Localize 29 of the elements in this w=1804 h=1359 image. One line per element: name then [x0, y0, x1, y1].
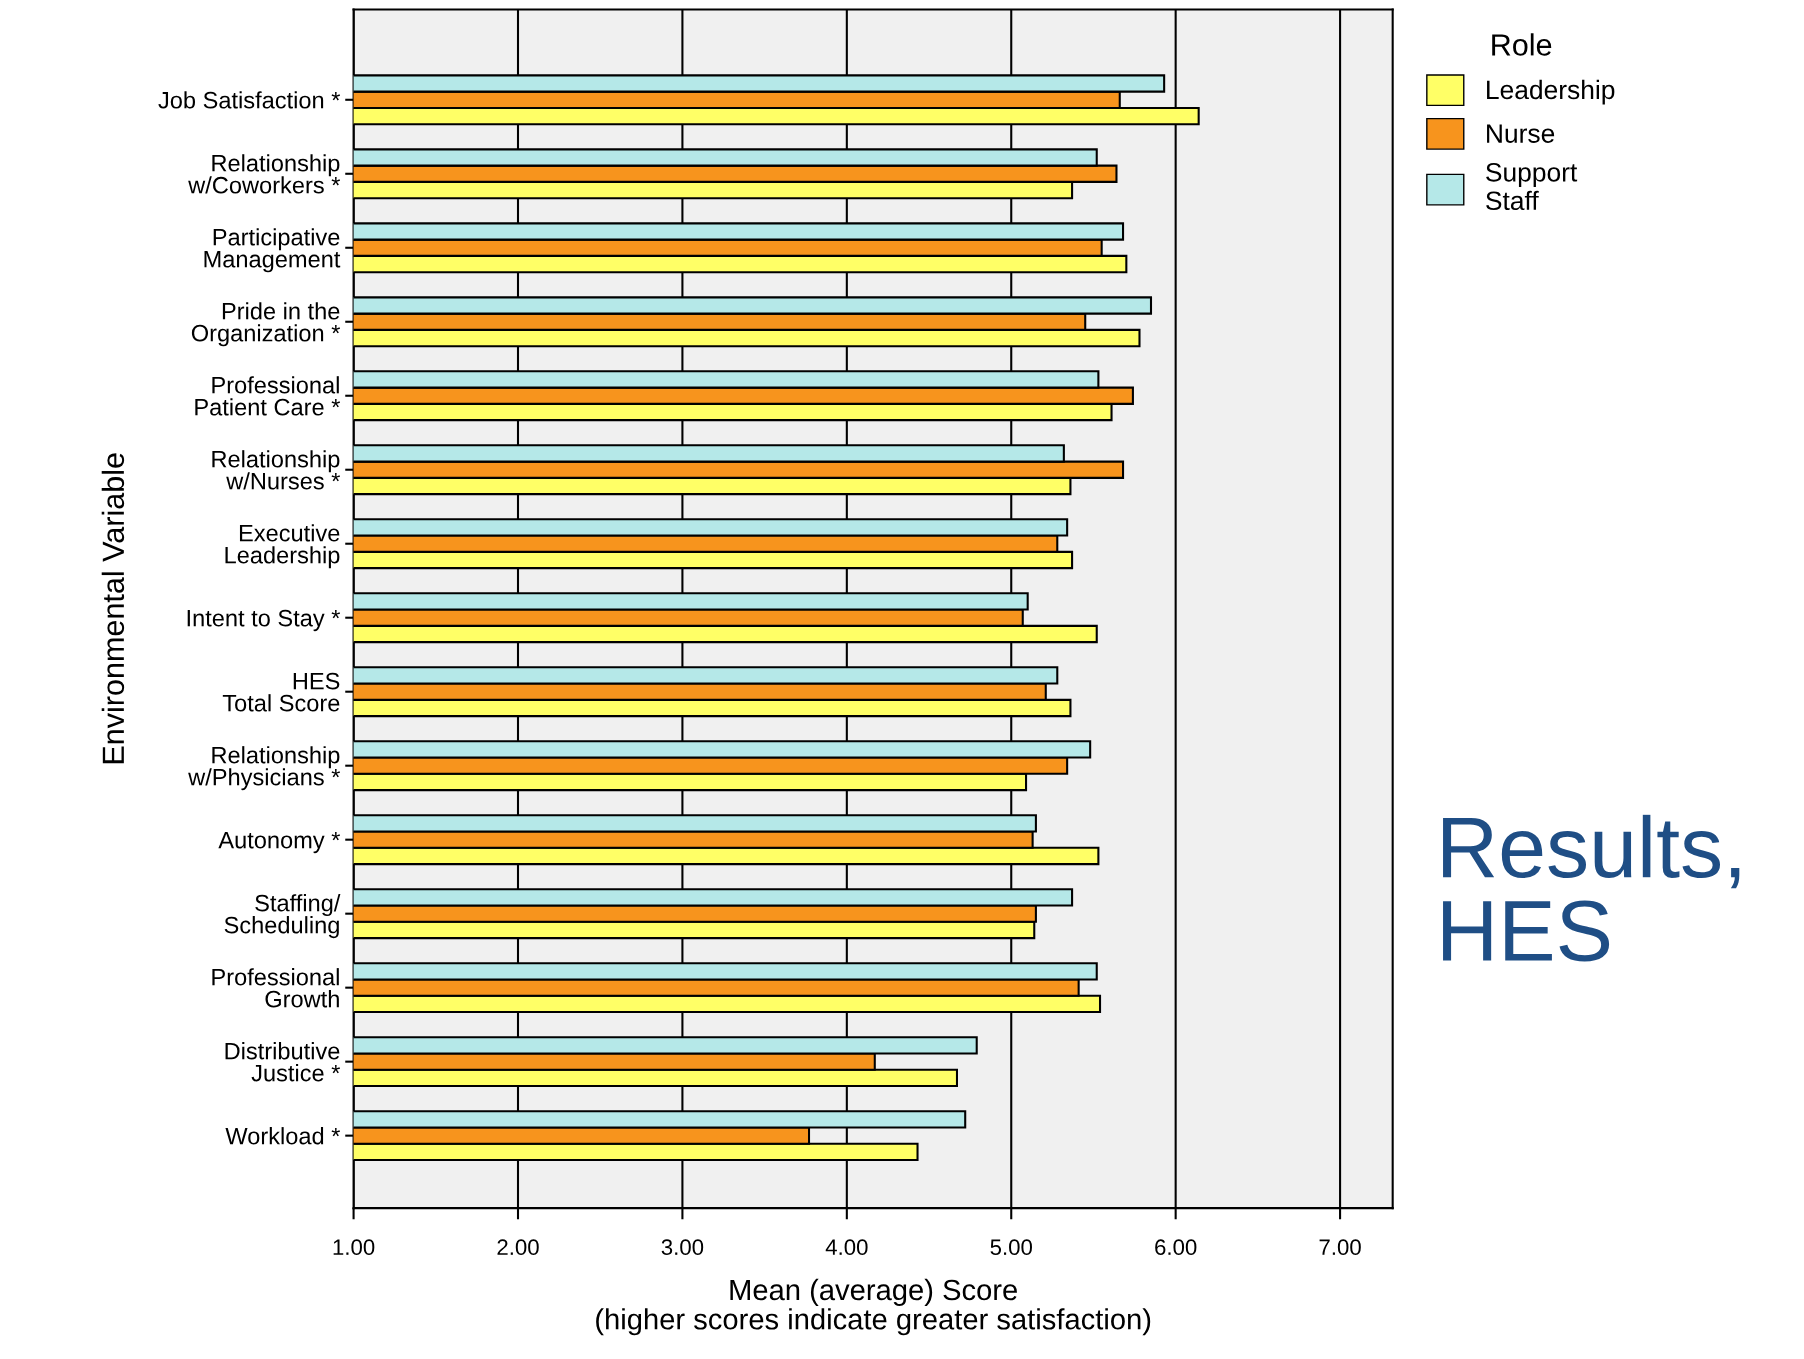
x-tick-label: 2.00	[497, 1239, 539, 1256]
y-axis-title: Environmental Variable	[101, 453, 125, 764]
y-tick-label: Relationship w/Nurses *	[212, 450, 341, 490]
y-tick-label: Relationship w/Physicians *	[188, 746, 341, 791]
y-tick-label: Autonomy *	[218, 831, 341, 854]
y-tick-label: Pride in the Organization *	[191, 302, 341, 347]
x-tick-label: 3.00	[661, 1239, 704, 1256]
y-tick-label: Relationship w/Coworkers *	[188, 154, 341, 194]
x-axis-title: Mean (average) Score (higher scores indicate greater satisfaction)	[596, 1278, 1151, 1336]
x-tick-label: 7.00	[1319, 1239, 1361, 1256]
legend-label: Leadership	[1487, 79, 1615, 105]
y-tick-label: Executive Leadership	[225, 524, 340, 569]
x-tick-label: 4.00	[825, 1239, 868, 1256]
y-tick-label: Staffing/ Scheduling	[224, 894, 341, 939]
y-tick-label: Intent to Stay *	[187, 609, 341, 632]
y-tick-label: Professional Patient Care *	[195, 376, 341, 416]
y-tick-label: Participative Management	[204, 228, 341, 273]
y-tick-label: HES Total Score	[222, 672, 340, 712]
x-tick-label: 1.00	[333, 1239, 375, 1256]
y-tick-label: Workload *	[225, 1127, 341, 1145]
x-tick-label: 6.00	[1155, 1239, 1197, 1256]
y-tick-label: Distributive Justice *	[225, 1042, 341, 1082]
y-tick-label: Job Satisfaction *	[158, 91, 341, 109]
text: Results, HES	[1443, 814, 1740, 962]
legend-label: Nurse	[1487, 124, 1555, 143]
legend-label: Support Staff	[1486, 162, 1578, 211]
x-tick-label: 5.00	[990, 1239, 1032, 1256]
legend-title: Role	[1492, 33, 1552, 56]
y-tick-label: Professional Growth	[212, 968, 339, 1008]
